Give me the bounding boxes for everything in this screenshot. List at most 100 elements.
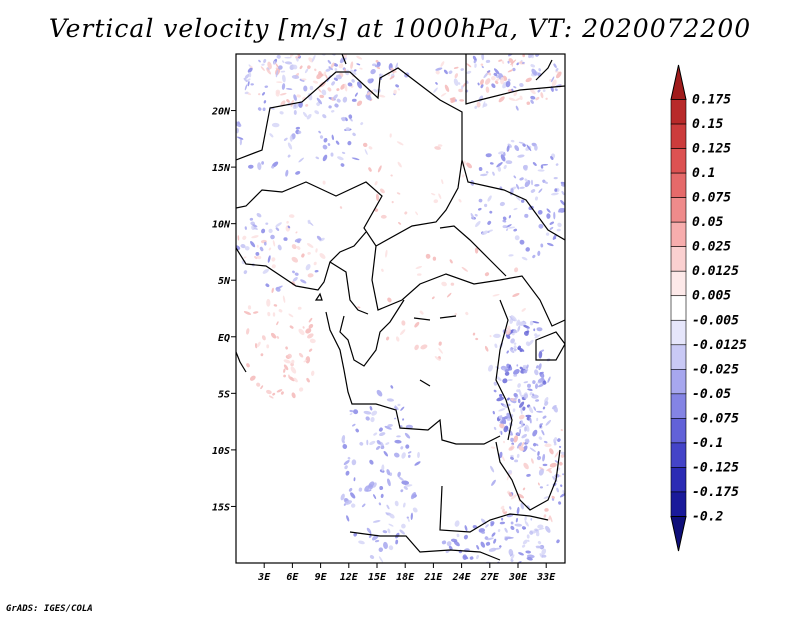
x-tick-label: 27E	[480, 572, 500, 583]
field-speck	[368, 167, 372, 172]
field-speck	[407, 518, 410, 522]
field-speck	[545, 419, 552, 426]
field-speck	[538, 436, 543, 440]
field-speck	[517, 442, 522, 449]
field-speck	[482, 101, 486, 109]
field-speck	[537, 524, 544, 529]
field-speck	[529, 531, 534, 535]
field-speck	[484, 78, 491, 85]
field-speck	[522, 54, 525, 58]
field-speck	[371, 410, 378, 416]
field-speck	[256, 244, 259, 248]
field-speck	[450, 538, 458, 543]
field-speck	[434, 356, 441, 361]
field-speck	[397, 471, 401, 478]
field-speck	[266, 68, 272, 75]
field-speck	[513, 369, 520, 375]
field-speck	[530, 189, 536, 193]
field-speck	[342, 54, 348, 59]
field-speck	[530, 99, 534, 104]
field-speck	[503, 404, 508, 408]
field-speck	[414, 461, 421, 466]
field-speck	[529, 391, 533, 396]
y-tick-label: 15S	[212, 502, 230, 513]
field-speck	[551, 76, 555, 83]
field-speck	[249, 217, 254, 221]
field-speck	[507, 469, 513, 475]
field-speck	[525, 247, 530, 252]
field-speck	[267, 61, 272, 70]
field-speck	[465, 311, 469, 316]
field-speck	[544, 181, 549, 184]
field-speck	[369, 406, 373, 411]
field-speck	[538, 188, 543, 193]
field-speck	[434, 146, 441, 150]
field-speck	[469, 556, 474, 560]
field-speck	[305, 356, 311, 364]
field-speck	[370, 417, 375, 423]
field-speck	[410, 512, 413, 520]
field-speck	[314, 68, 317, 72]
colorbar-label: 0.05	[692, 215, 723, 230]
field-speck	[315, 156, 320, 160]
field-speck	[338, 63, 344, 69]
field-speck	[517, 321, 525, 326]
field-speck	[514, 267, 519, 273]
field-speck	[485, 171, 489, 174]
field-speck	[551, 79, 557, 87]
field-speck	[339, 206, 343, 209]
field-speck	[480, 63, 484, 66]
field-speck	[399, 529, 405, 535]
field-speck	[458, 198, 462, 203]
field-speck	[393, 89, 397, 95]
field-speck	[480, 541, 486, 548]
field-speck	[276, 81, 283, 84]
field-speck	[347, 140, 352, 146]
field-speck	[553, 405, 558, 413]
field-speck	[451, 98, 456, 103]
field-speck	[305, 328, 312, 334]
field-speck	[249, 375, 256, 381]
field-speck	[283, 237, 288, 241]
field-speck	[461, 266, 468, 272]
field-speck	[353, 409, 359, 415]
field-speck	[518, 141, 525, 144]
field-speck	[287, 225, 291, 229]
field-speck	[288, 313, 294, 318]
field-speck	[508, 364, 511, 369]
field-speck	[256, 255, 262, 260]
field-speck	[526, 473, 531, 477]
field-speck	[404, 484, 413, 487]
colorbar-label: -0.005	[692, 313, 739, 328]
field-speck	[431, 193, 436, 196]
field-speck	[522, 539, 528, 545]
field-speck	[465, 80, 469, 84]
field-speck	[475, 220, 481, 228]
field-speck	[368, 483, 373, 490]
field-speck	[312, 80, 319, 84]
field-speck	[497, 528, 501, 533]
field-speck	[537, 482, 540, 486]
field-speck	[470, 212, 475, 220]
field-speck	[322, 154, 328, 162]
field-speck	[403, 486, 408, 490]
field-speck	[308, 348, 313, 352]
field-speck	[534, 369, 539, 376]
field-speck	[491, 83, 496, 89]
colorbar-swatch	[670, 467, 687, 493]
field-speck	[533, 442, 537, 447]
field-speck	[503, 164, 507, 170]
field-speck	[490, 446, 496, 449]
field-speck	[296, 94, 301, 98]
field-speck	[487, 195, 492, 202]
field-speck	[401, 480, 410, 485]
field-speck	[275, 63, 279, 68]
field-speck	[316, 97, 323, 105]
field-speck	[488, 229, 493, 232]
field-speck	[507, 60, 510, 64]
field-speck	[425, 253, 431, 259]
field-speck	[503, 425, 509, 433]
field-speck	[303, 85, 308, 92]
field-speck	[483, 203, 488, 208]
field-speck	[380, 214, 387, 219]
